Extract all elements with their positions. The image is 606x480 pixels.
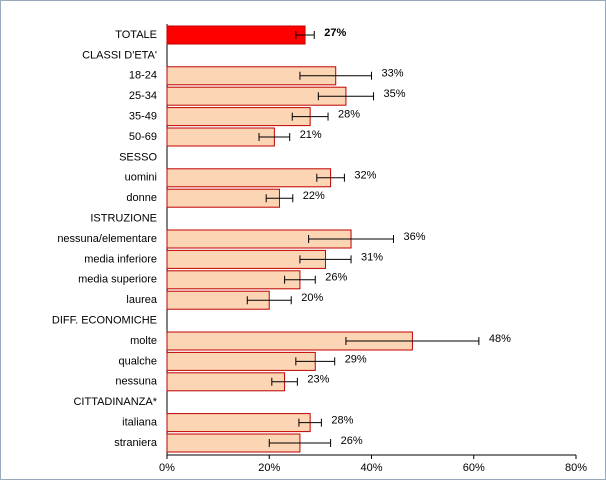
value-label: 29% bbox=[345, 353, 367, 365]
x-tick-label: 0% bbox=[159, 462, 175, 474]
category-label: SESSO bbox=[119, 151, 157, 163]
category-label: nessuna bbox=[115, 376, 157, 388]
category-label: donne bbox=[126, 192, 157, 204]
value-label: 20% bbox=[301, 292, 323, 304]
category-label: 50-69 bbox=[129, 131, 157, 143]
category-label: CLASSI D'ETA' bbox=[82, 49, 157, 61]
value-label: 22% bbox=[303, 190, 325, 202]
error-bar bbox=[299, 71, 372, 80]
error-bar bbox=[284, 275, 316, 284]
error-bar bbox=[291, 112, 329, 121]
category-label: TOTALE bbox=[115, 29, 157, 41]
bar bbox=[166, 351, 316, 371]
error-bar bbox=[246, 296, 292, 305]
category-label: 25-34 bbox=[129, 90, 157, 102]
value-label: 21% bbox=[300, 129, 322, 141]
bar bbox=[166, 107, 311, 127]
error-bar bbox=[298, 418, 322, 427]
category-label: straniera bbox=[114, 437, 158, 449]
value-label: 28% bbox=[331, 415, 353, 427]
error-bar bbox=[268, 439, 332, 447]
category-label: italiana bbox=[122, 417, 158, 429]
error-bar bbox=[308, 235, 394, 243]
category-label: qualche bbox=[118, 355, 157, 367]
value-label: 31% bbox=[361, 251, 383, 263]
error-bar bbox=[345, 337, 480, 345]
value-label: 33% bbox=[382, 68, 404, 80]
category-label: CITTADINANZA* bbox=[73, 396, 157, 408]
category-label: 18-24 bbox=[129, 70, 157, 82]
value-label: 32% bbox=[354, 170, 376, 182]
bar bbox=[166, 372, 286, 392]
value-label: 23% bbox=[307, 374, 329, 386]
value-label: 28% bbox=[338, 109, 360, 121]
bar bbox=[166, 413, 311, 433]
bar bbox=[166, 127, 275, 147]
x-tick-label: 80% bbox=[565, 462, 587, 474]
error-bar bbox=[295, 357, 336, 366]
category-label: media superiore bbox=[78, 274, 157, 286]
bar bbox=[166, 270, 301, 290]
x-tick-label: 60% bbox=[463, 462, 485, 474]
category-label: media inferiore bbox=[84, 253, 157, 265]
value-label: 26% bbox=[325, 272, 347, 284]
value-label: 35% bbox=[384, 88, 406, 100]
value-label: 26% bbox=[341, 435, 363, 447]
bar bbox=[166, 25, 306, 45]
value-label: 27% bbox=[324, 27, 346, 39]
bar bbox=[166, 188, 280, 208]
category-label: ISTRUZIONE bbox=[90, 213, 157, 225]
bar bbox=[166, 168, 332, 188]
error-bar bbox=[258, 133, 291, 141]
value-label: 48% bbox=[489, 333, 511, 345]
error-bar bbox=[316, 173, 345, 182]
category-label: uomini bbox=[125, 172, 157, 184]
error-bar bbox=[271, 377, 298, 386]
category-label: laurea bbox=[126, 294, 157, 306]
x-tick-label: 40% bbox=[360, 462, 382, 474]
error-bar bbox=[317, 92, 375, 101]
error-bar bbox=[265, 194, 294, 203]
category-label: 35-49 bbox=[129, 111, 157, 123]
category-label: nessuna/elementare bbox=[57, 233, 157, 245]
error-bar bbox=[299, 255, 352, 264]
category-label: DIFF. ECONOMICHE bbox=[52, 315, 157, 327]
value-label: 36% bbox=[403, 231, 425, 243]
error-bar bbox=[295, 31, 315, 39]
x-tick-label: 20% bbox=[258, 462, 280, 474]
category-label: molte bbox=[130, 335, 157, 347]
